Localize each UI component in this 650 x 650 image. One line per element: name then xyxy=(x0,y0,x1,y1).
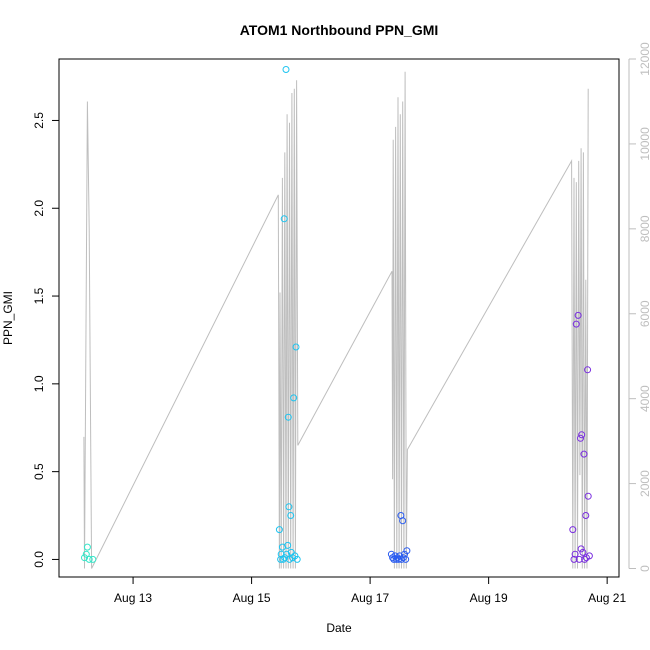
data-point xyxy=(85,555,93,563)
data-point xyxy=(574,311,582,319)
data-point xyxy=(287,548,295,556)
plot-frame xyxy=(58,58,620,578)
y-tick-label: 2.5 xyxy=(32,112,46,129)
data-point xyxy=(579,548,587,556)
data-point xyxy=(292,343,300,351)
x-tick-label: Aug 21 xyxy=(588,591,626,605)
data-point xyxy=(283,550,291,558)
data-point xyxy=(402,555,410,563)
data-point xyxy=(580,450,588,458)
data-point xyxy=(585,552,593,560)
data-point xyxy=(584,492,592,500)
data-point xyxy=(582,512,590,519)
y2-tick-label: 2000 xyxy=(638,470,650,497)
data-point xyxy=(578,431,586,439)
data-point xyxy=(395,555,403,563)
y2-tick-label: 4000 xyxy=(638,385,650,412)
y-axis-label: PPN_GMI xyxy=(1,291,15,345)
data-point xyxy=(577,545,585,553)
axes-layer: Aug 13 Aug 15 Aug 17 Aug 19 Aug 21 0.0 0.5 1.0 1… xyxy=(32,42,650,605)
secondary-series-line xyxy=(83,71,589,569)
data-point xyxy=(581,555,589,563)
points-layer xyxy=(81,66,593,563)
data-point xyxy=(401,550,408,558)
y2-tick-label: 10000 xyxy=(638,127,650,161)
data-point xyxy=(287,512,295,519)
secondary-line-layer xyxy=(83,71,589,569)
data-point xyxy=(282,66,290,73)
data-point xyxy=(570,555,578,563)
data-point xyxy=(82,550,90,558)
data-point xyxy=(396,552,404,560)
y-tick-label: 0.0 xyxy=(32,551,46,568)
data-point xyxy=(89,555,97,563)
y-tick-label: 1.0 xyxy=(32,375,46,392)
data-point xyxy=(290,394,298,402)
y2-tick-label: 6000 xyxy=(638,300,650,327)
data-point xyxy=(280,215,288,223)
y-tick-label: 1.5 xyxy=(32,287,46,304)
data-point xyxy=(392,555,400,563)
data-point xyxy=(399,517,407,525)
data-point xyxy=(390,555,398,563)
data-point xyxy=(291,552,299,560)
data-point xyxy=(571,550,579,558)
y-tick-label: 0.5 xyxy=(32,463,46,480)
data-point xyxy=(569,526,577,534)
x-tick-label: Aug 15 xyxy=(233,591,271,605)
chart-title: ATOM1 Northbound PPN_GMI xyxy=(240,22,439,38)
x-tick-label: Aug 19 xyxy=(470,591,508,605)
x-axis-label: Date xyxy=(326,621,352,635)
data-point xyxy=(398,555,405,563)
data-point xyxy=(572,320,580,328)
y2-tick-label: 12000 xyxy=(638,42,650,76)
data-point xyxy=(83,543,91,551)
data-point xyxy=(81,554,88,562)
data-point xyxy=(575,555,583,563)
data-point xyxy=(281,554,289,562)
data-point xyxy=(284,541,292,549)
x-tick-label: Aug 13 xyxy=(114,591,152,605)
y-tick-label: 2.0 xyxy=(32,200,46,217)
data-point xyxy=(275,526,283,534)
data-point xyxy=(584,366,592,374)
data-point xyxy=(403,547,411,555)
data-point xyxy=(284,413,292,421)
y2-tick-label: 8000 xyxy=(638,215,650,242)
y2-tick-label: 0 xyxy=(638,565,650,572)
data-point xyxy=(293,555,301,563)
data-point xyxy=(285,503,293,511)
data-point xyxy=(577,434,584,442)
data-point xyxy=(277,555,285,563)
x-tick-label: Aug 17 xyxy=(351,591,389,605)
